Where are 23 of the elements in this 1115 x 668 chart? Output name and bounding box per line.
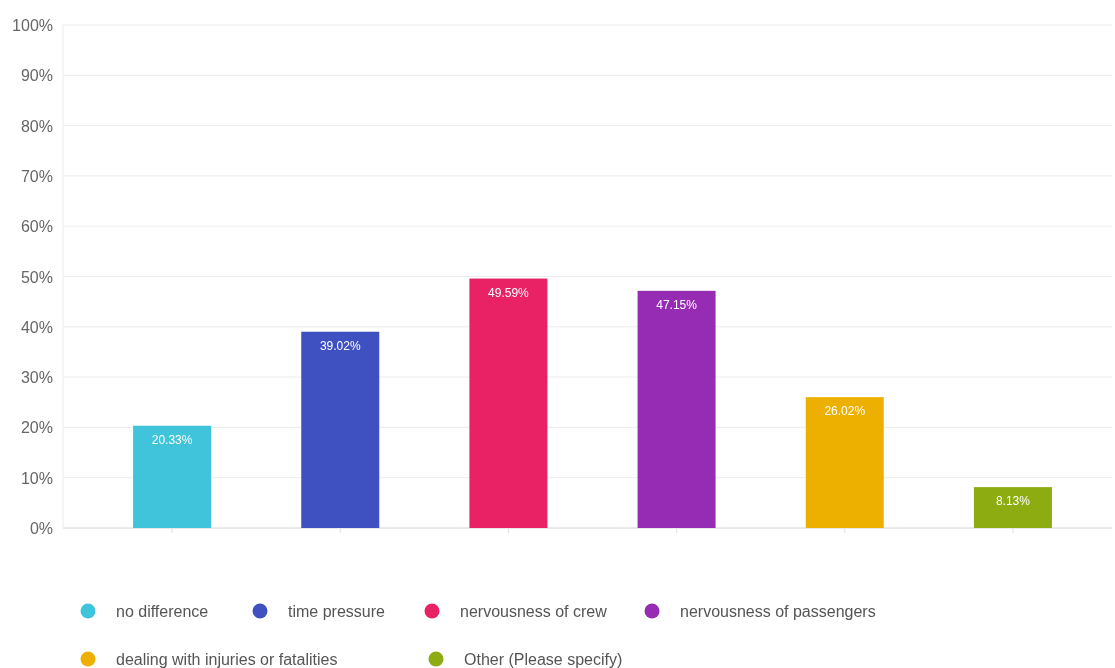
- y-tick-label: 40%: [20, 318, 53, 336]
- legend-label: time pressure: [288, 603, 386, 620]
- y-tick-label: 100%: [12, 17, 53, 34]
- legend-label: dealing with injuries or fatalities: [116, 651, 338, 668]
- data-label: 26.02%: [824, 404, 866, 419]
- y-tick-label: 50%: [20, 268, 53, 286]
- y-tick-label: 30%: [20, 369, 53, 387]
- data-label: 8.13%: [995, 494, 1031, 509]
- data-label: 49.59%: [488, 285, 530, 300]
- y-tick-label: 90%: [20, 67, 53, 85]
- y-tick-label: 80%: [20, 117, 53, 135]
- data-label: 20.33%: [151, 432, 193, 447]
- data-label: 47.15%: [656, 297, 698, 312]
- y-tick-label: 0%: [29, 520, 53, 537]
- legend-label: no difference: [116, 603, 209, 620]
- y-tick-label: 70%: [20, 167, 53, 185]
- legend-label: Other (Please specify): [464, 651, 623, 668]
- y-tick-label: 20%: [20, 419, 53, 437]
- y-tick-label: 10%: [20, 469, 53, 487]
- y-tick-label: 60%: [20, 218, 53, 236]
- legend-label: nervousness of crew: [460, 603, 608, 620]
- legend-label: nervousness of passengers: [680, 603, 876, 620]
- data-label: 39.02%: [319, 338, 361, 353]
